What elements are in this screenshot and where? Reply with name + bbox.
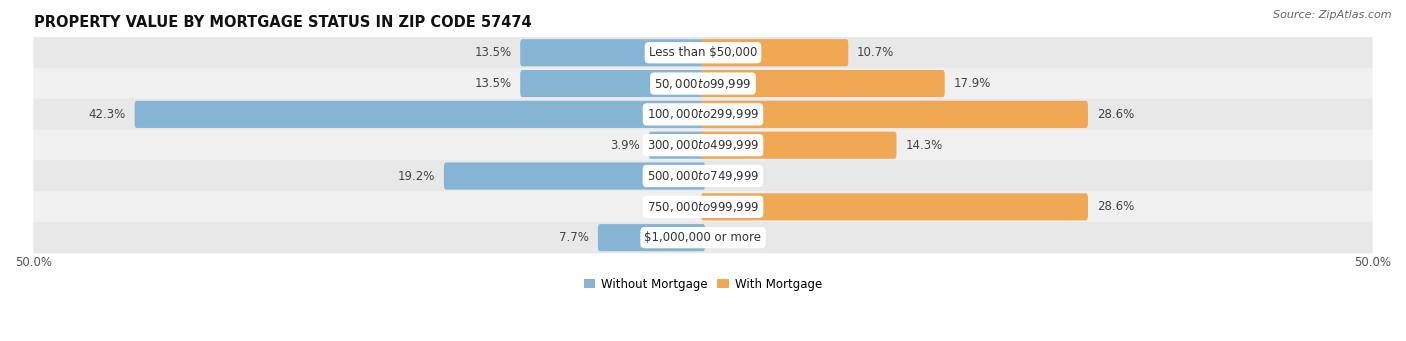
Text: $750,000 to $999,999: $750,000 to $999,999	[647, 200, 759, 214]
Text: $300,000 to $499,999: $300,000 to $499,999	[647, 138, 759, 152]
Text: 13.5%: 13.5%	[474, 46, 512, 59]
FancyBboxPatch shape	[34, 68, 1372, 99]
FancyBboxPatch shape	[648, 132, 704, 159]
Text: 42.3%: 42.3%	[89, 108, 127, 121]
Text: 10.7%: 10.7%	[858, 46, 894, 59]
FancyBboxPatch shape	[702, 193, 1088, 220]
FancyBboxPatch shape	[34, 222, 1372, 253]
Text: Source: ZipAtlas.com: Source: ZipAtlas.com	[1274, 10, 1392, 20]
Text: 13.5%: 13.5%	[474, 77, 512, 90]
FancyBboxPatch shape	[34, 191, 1372, 223]
Text: 28.6%: 28.6%	[1097, 108, 1133, 121]
Legend: Without Mortgage, With Mortgage: Without Mortgage, With Mortgage	[579, 273, 827, 296]
Text: $1,000,000 or more: $1,000,000 or more	[644, 231, 762, 244]
Text: 14.3%: 14.3%	[905, 139, 942, 152]
Text: 0.0%: 0.0%	[714, 169, 744, 182]
Text: Less than $50,000: Less than $50,000	[648, 46, 758, 59]
FancyBboxPatch shape	[520, 39, 704, 66]
FancyBboxPatch shape	[702, 132, 897, 159]
Text: $100,000 to $299,999: $100,000 to $299,999	[647, 107, 759, 121]
FancyBboxPatch shape	[34, 99, 1372, 130]
Text: $50,000 to $99,999: $50,000 to $99,999	[654, 77, 752, 91]
Text: 0.0%: 0.0%	[662, 200, 692, 213]
Text: 17.9%: 17.9%	[953, 77, 991, 90]
FancyBboxPatch shape	[444, 162, 704, 190]
FancyBboxPatch shape	[34, 160, 1372, 192]
FancyBboxPatch shape	[34, 130, 1372, 161]
FancyBboxPatch shape	[702, 101, 1088, 128]
Text: 19.2%: 19.2%	[398, 169, 436, 182]
FancyBboxPatch shape	[702, 70, 945, 97]
FancyBboxPatch shape	[34, 37, 1372, 69]
FancyBboxPatch shape	[520, 70, 704, 97]
Text: 0.0%: 0.0%	[714, 231, 744, 244]
Text: $500,000 to $749,999: $500,000 to $749,999	[647, 169, 759, 183]
Text: 3.9%: 3.9%	[610, 139, 640, 152]
Text: 28.6%: 28.6%	[1097, 200, 1133, 213]
FancyBboxPatch shape	[135, 101, 704, 128]
FancyBboxPatch shape	[702, 39, 848, 66]
Text: 7.7%: 7.7%	[560, 231, 589, 244]
FancyBboxPatch shape	[598, 224, 704, 251]
Text: PROPERTY VALUE BY MORTGAGE STATUS IN ZIP CODE 57474: PROPERTY VALUE BY MORTGAGE STATUS IN ZIP…	[34, 15, 531, 30]
